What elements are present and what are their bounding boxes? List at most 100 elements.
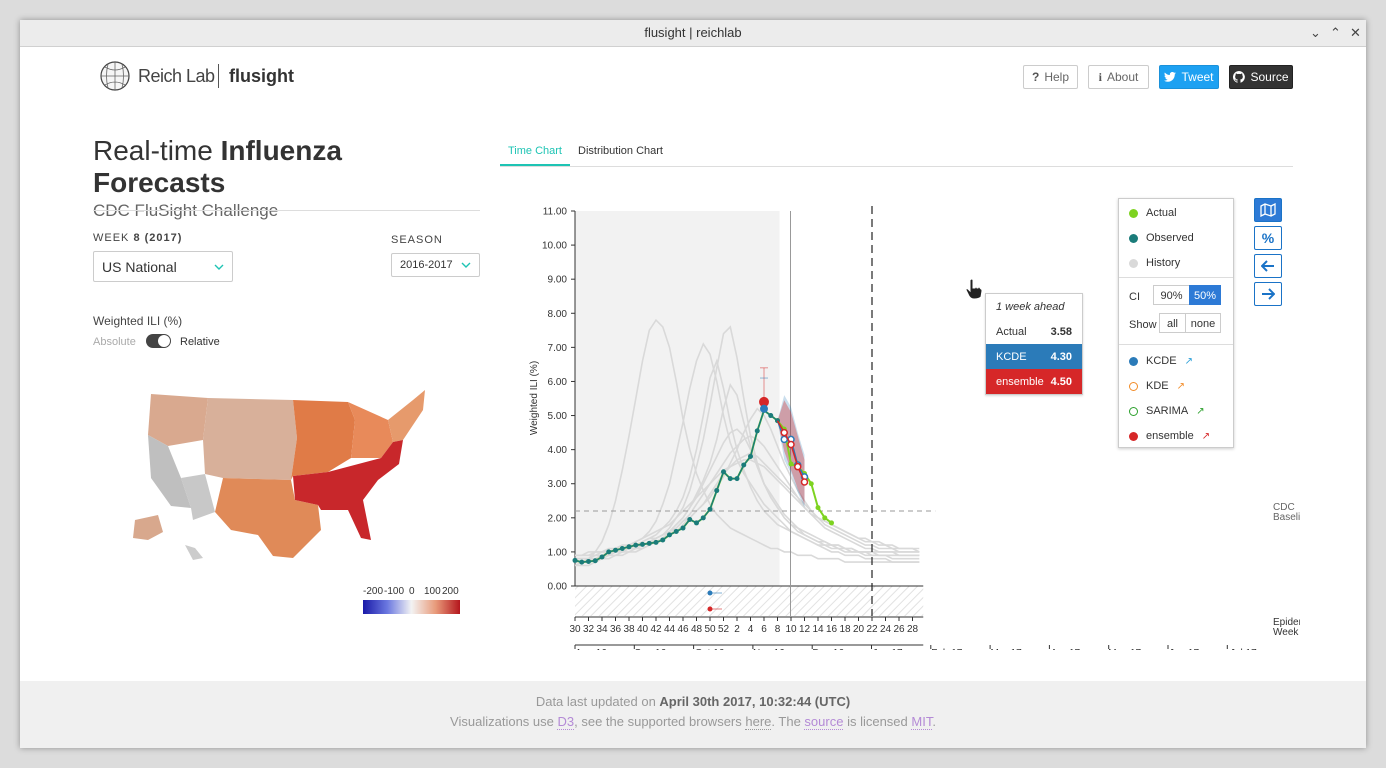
legend-model-label: KCDE bbox=[1146, 355, 1177, 367]
map-region-alaska bbox=[133, 515, 163, 540]
external-link-icon[interactable]: ↗ bbox=[1176, 380, 1186, 392]
month-tick-label: Feb 17 bbox=[931, 648, 963, 650]
x-tick-label: 12 bbox=[799, 624, 811, 635]
y-tick-label: 3.00 bbox=[548, 479, 568, 490]
d3-link[interactable]: D3 bbox=[557, 714, 575, 730]
question-icon: ? bbox=[1031, 70, 1040, 84]
close-button[interactable]: ✕ bbox=[1350, 25, 1361, 40]
last-updated: Data last updated on April 30th 2017, 10… bbox=[20, 694, 1366, 709]
season-label: SEASON bbox=[391, 234, 443, 246]
legend-model-sarima[interactable]: SARIMA ↗ bbox=[1129, 403, 1205, 419]
legend-model-kcde[interactable]: KCDE ↗ bbox=[1129, 353, 1193, 369]
logo-text: Reich Lab bbox=[138, 66, 215, 86]
tooltip-kcde-value: 4.30 bbox=[1050, 350, 1072, 363]
x-tick-label: 24 bbox=[880, 624, 892, 635]
ci-90-button[interactable]: 90% bbox=[1153, 285, 1189, 305]
x-tick-label: 28 bbox=[907, 624, 919, 635]
legend-model-ensemble[interactable]: ensemble ↗ bbox=[1129, 428, 1210, 444]
ci-50-button[interactable]: 50% bbox=[1189, 285, 1221, 305]
map-view-button[interactable] bbox=[1254, 198, 1282, 222]
tab-time-chart[interactable]: Time Chart bbox=[500, 136, 570, 166]
colorbar-label: 0 bbox=[409, 586, 415, 597]
footer-text: . bbox=[932, 714, 936, 729]
external-link-icon[interactable]: ↗ bbox=[1184, 355, 1193, 367]
tab-distribution-chart[interactable]: Distribution Chart bbox=[578, 145, 663, 157]
kcde-dot-icon bbox=[1129, 356, 1138, 366]
actual-point bbox=[829, 520, 834, 526]
observed-point bbox=[572, 557, 578, 563]
month-tick-label: Oct 16 bbox=[695, 648, 725, 650]
percent-button[interactable]: % bbox=[1254, 226, 1282, 250]
legend-divider bbox=[1119, 277, 1233, 278]
show-none-button[interactable]: none bbox=[1185, 313, 1221, 333]
region-select[interactable]: US National bbox=[93, 251, 233, 282]
help-button[interactable]: ? Help bbox=[1023, 65, 1078, 89]
us-choropleth-map[interactable] bbox=[123, 380, 433, 580]
x-tick-label: 44 bbox=[664, 624, 676, 635]
legend-model-label: KDE bbox=[1146, 380, 1169, 392]
back-button[interactable] bbox=[1254, 254, 1282, 278]
external-link-icon[interactable]: ↗ bbox=[1201, 430, 1211, 442]
source-link[interactable]: source bbox=[804, 714, 844, 730]
page-subtitle: CDC FluSight Challenge bbox=[93, 201, 279, 220]
observed-point bbox=[700, 515, 706, 521]
map-region-northwest bbox=[148, 394, 208, 446]
y-axis-label: Weighted ILI (%) bbox=[529, 361, 540, 435]
external-link-icon[interactable]: ↗ bbox=[1196, 405, 1205, 417]
absolute-relative-toggle[interactable] bbox=[146, 334, 171, 348]
tweet-label: Tweet bbox=[1181, 70, 1214, 84]
x-tick-label: 10 bbox=[785, 624, 797, 635]
month-tick-label: Jul 17 bbox=[1230, 648, 1257, 650]
footer-text: . The bbox=[771, 714, 805, 729]
observed-point bbox=[653, 539, 659, 545]
actual-point bbox=[788, 461, 794, 467]
map-region-west bbox=[148, 435, 191, 508]
kde-dot-icon bbox=[1129, 381, 1138, 391]
footer-credits: Visualizations use D3, see the supported… bbox=[20, 714, 1366, 730]
observed-point bbox=[734, 476, 740, 482]
toggle-relative-label: Relative bbox=[180, 336, 220, 348]
toggle-knob bbox=[158, 335, 170, 347]
legend-observed[interactable]: Observed bbox=[1129, 230, 1194, 246]
y-tick-label: 5.00 bbox=[548, 411, 568, 422]
season-select[interactable]: 2016-2017 bbox=[391, 253, 480, 277]
cdc-baseline-label-line2: Baseline bbox=[1273, 512, 1300, 523]
forward-button[interactable] bbox=[1254, 282, 1282, 306]
y-tick-label: 4.00 bbox=[548, 445, 568, 456]
github-icon bbox=[1233, 71, 1246, 83]
tooltip-actual-row: Actual 3.58 bbox=[986, 319, 1082, 344]
x-tick-label: 18 bbox=[839, 624, 851, 635]
week-label: WEEK 8 (2017) bbox=[93, 232, 182, 244]
last-updated-prefix: Data last updated on bbox=[535, 694, 660, 709]
maximize-button[interactable]: ⌃ bbox=[1330, 25, 1341, 40]
month-tick-label: Dec 16 bbox=[812, 648, 844, 650]
x-tick-label: 50 bbox=[704, 624, 716, 635]
observed-point bbox=[633, 542, 639, 548]
show-all-button[interactable]: all bbox=[1159, 313, 1185, 333]
map-icon bbox=[1260, 203, 1276, 217]
legend-actual-label: Actual bbox=[1146, 207, 1177, 219]
sarima-dot-icon bbox=[1129, 406, 1138, 416]
time-chart[interactable]: 0.00 1.00 2.00 3.00 4.00 5.00 6.00 7.00 8.00 9.00… bbox=[500, 180, 1300, 650]
minimize-button[interactable]: ⌄ bbox=[1310, 25, 1321, 40]
tweet-button[interactable]: Tweet bbox=[1159, 65, 1219, 89]
ensemble-ci-band bbox=[777, 400, 805, 505]
ensemble-onset-point bbox=[707, 606, 713, 612]
browsers-link[interactable]: here bbox=[745, 714, 772, 730]
mit-link[interactable]: MIT bbox=[911, 714, 933, 730]
observed-dot-icon bbox=[1129, 233, 1138, 243]
footer-text: is licensed bbox=[843, 714, 912, 729]
month-tick-label: Mar 17 bbox=[991, 648, 1023, 650]
x-tick-label: 52 bbox=[718, 624, 730, 635]
legend-actual[interactable]: Actual bbox=[1129, 205, 1177, 221]
kcde-ci-band bbox=[777, 395, 805, 508]
observed-point bbox=[606, 549, 612, 555]
observed-point bbox=[619, 546, 625, 551]
legend-model-kde[interactable]: KDE ↗ bbox=[1129, 378, 1185, 394]
logo-divider bbox=[218, 64, 219, 88]
month-tick-label: Aug 16 bbox=[575, 648, 607, 650]
show-label: Show bbox=[1129, 319, 1157, 331]
legend-history[interactable]: History bbox=[1129, 255, 1180, 271]
about-button[interactable]: i About bbox=[1088, 65, 1149, 89]
source-button[interactable]: Source bbox=[1229, 65, 1293, 89]
